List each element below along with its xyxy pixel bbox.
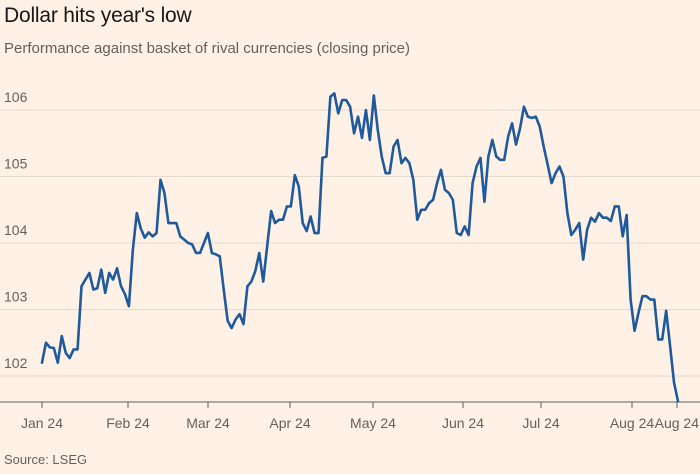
series-line: [40, 92, 680, 403]
chart-subtitle: Performance against basket of rival curr…: [4, 40, 411, 57]
x-tick-label: Aug 24: [610, 415, 655, 431]
x-axis: [0, 401, 700, 408]
x-tick-label: Jul 24: [522, 415, 560, 431]
gridlines: [0, 109, 700, 377]
x-tick-label: Jan 24: [21, 415, 63, 431]
x-tick-label: Aug 24: [655, 415, 700, 431]
y-tick-label: 105: [4, 156, 28, 172]
source-note: Source: LSEG: [4, 452, 88, 467]
y-axis-labels: 102 103 104 105 106: [4, 89, 28, 371]
y-tick-label: 104: [4, 222, 28, 238]
y-tick-label: 103: [4, 289, 28, 305]
x-axis-labels: Jan 24 Feb 24 Mar 24 Apr 24 May 24 Jun 24 Jul …: [21, 415, 699, 431]
y-tick-label: 102: [4, 355, 28, 371]
chart-title: Dollar hits year's low: [4, 4, 192, 27]
y-tick-label: 106: [4, 89, 28, 105]
x-tick-label: May 24: [350, 415, 396, 431]
x-tick-label: Mar 24: [186, 415, 230, 431]
x-tick-label: Feb 24: [106, 415, 150, 431]
x-tick-label: Apr 24: [269, 415, 310, 431]
x-tick-label: Jun 24: [442, 415, 484, 431]
